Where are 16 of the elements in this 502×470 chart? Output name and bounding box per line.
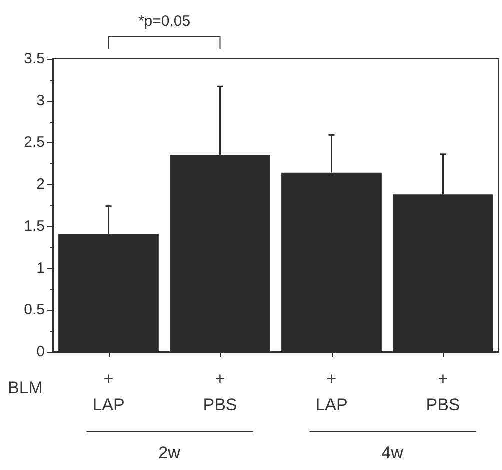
y-tick-label: 3 [36, 92, 45, 110]
x-tick-label: + PBS [203, 370, 238, 414]
y-tick-label: 1 [36, 260, 45, 277]
text: 4w [382, 444, 404, 462]
y-tick-label: 0.5 [24, 302, 45, 319]
text: *p=0.05 [138, 13, 191, 30]
x-tick-label: + LAP [92, 370, 125, 414]
x-tick-label: + LAP [316, 370, 348, 414]
text: BLM [8, 378, 43, 398]
text: 2w [158, 444, 182, 462]
y-tick-label: 2.5 [24, 134, 45, 152]
y-tick-label: 2 [36, 176, 45, 194]
y-tick-label: 3.5 [24, 50, 45, 68]
y-tick-label: 0 [36, 344, 45, 360]
x-tick-label: + PBS [426, 370, 460, 414]
y-tick-label: 1.5 [24, 218, 45, 235]
